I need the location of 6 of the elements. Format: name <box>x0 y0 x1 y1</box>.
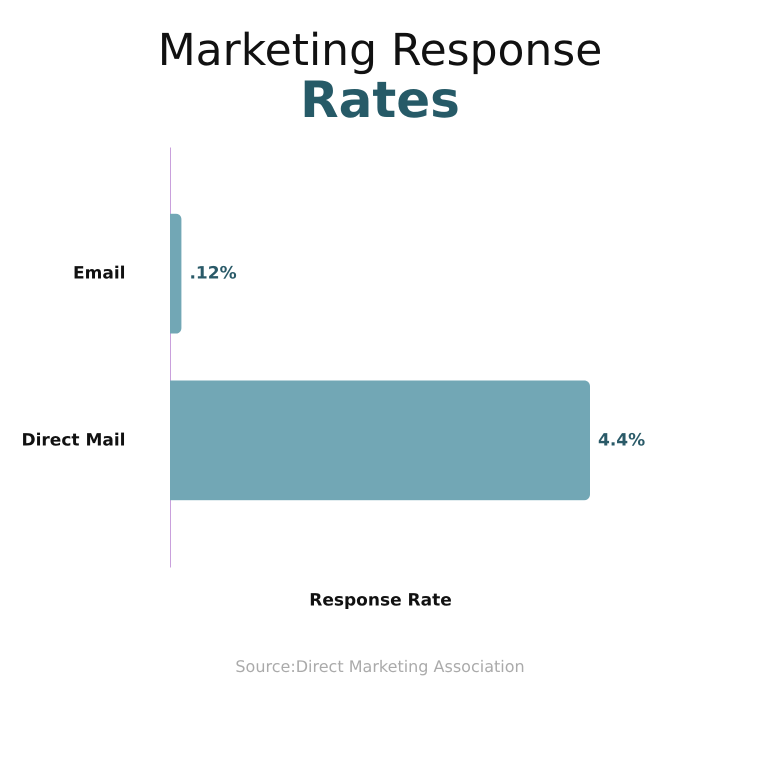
data-label: 4.4% <box>598 430 646 450</box>
y-tick-label: Direct Mail <box>21 430 126 450</box>
data-label: .12% <box>189 264 237 284</box>
source-note: Source:Direct Marketing Association <box>235 657 525 676</box>
y-tick-label: Email <box>73 264 126 284</box>
x-axis-title: Response Rate <box>309 590 452 610</box>
